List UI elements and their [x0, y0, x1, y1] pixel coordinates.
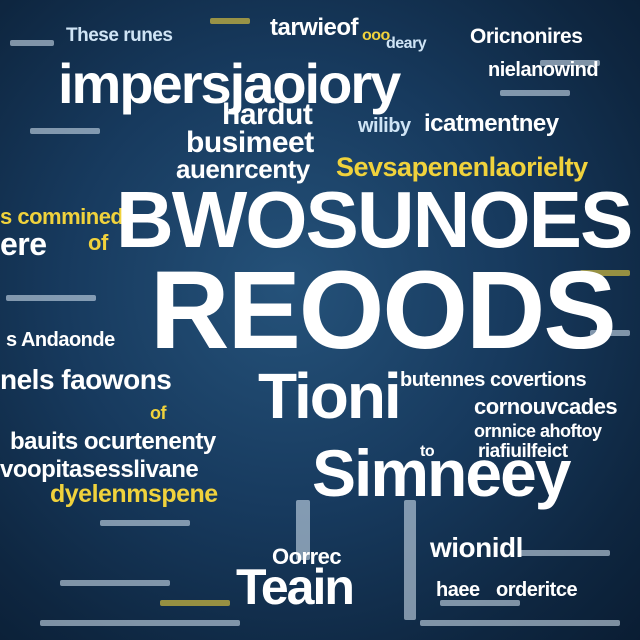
cloud-word: hardut: [222, 98, 313, 131]
cloud-word: ornnice ahoftoy: [474, 421, 602, 441]
cloud-word: wiliby: [358, 115, 411, 137]
cloud-word: orderitce: [496, 579, 578, 601]
filler-mark: [404, 500, 416, 620]
cloud-word: of: [150, 403, 167, 423]
cloud-word: haee: [436, 579, 480, 601]
cloud-word: nels faowons: [0, 364, 172, 395]
cloud-word: tarwieof: [270, 14, 359, 41]
cloud-word: s Andaonde: [6, 329, 115, 351]
filler-mark: [210, 18, 250, 24]
filler-mark: [420, 620, 620, 626]
filler-mark: [500, 90, 570, 96]
cloud-word: wionidl: [430, 532, 523, 563]
cloud-word: bauits ocurtenenty: [10, 428, 216, 455]
cloud-word: s commined: [0, 204, 124, 229]
filler-mark: [100, 520, 190, 526]
cloud-word: impersjaoiory: [58, 52, 401, 115]
filler-mark: [296, 500, 310, 560]
cloud-word: Sevsapenenlaorielty: [336, 152, 588, 182]
cloud-word: dyelenmspene: [50, 480, 218, 508]
cloud-word: ooo: [362, 27, 390, 44]
cloud-word: These runes: [66, 25, 173, 46]
filler-mark: [440, 600, 520, 606]
filler-mark: [580, 270, 630, 276]
cloud-word: Oorrec: [272, 544, 342, 569]
filler-mark: [540, 60, 600, 66]
cloud-word: voopitasesslivane: [0, 456, 199, 483]
cloud-word: ere: [0, 226, 47, 262]
filler-mark: [160, 600, 230, 606]
filler-mark: [30, 128, 100, 134]
cloud-word: butennes covertions: [400, 369, 587, 391]
filler-mark: [10, 40, 54, 46]
filler-mark: [40, 620, 240, 626]
cloud-word: nielanowind: [488, 59, 599, 81]
cloud-word: BWOSUNOES: [116, 175, 633, 264]
filler-mark: [590, 330, 630, 336]
cloud-word: REOODS: [150, 249, 617, 372]
cloud-word: Simneey: [312, 436, 571, 510]
cloud-word: busimeet: [186, 126, 314, 159]
cloud-word: icatmentney: [424, 110, 559, 137]
filler-mark: [520, 550, 610, 556]
cloud-word: riafiuilfeict: [478, 441, 568, 462]
cloud-word: Oricnonires: [470, 25, 583, 48]
filler-mark: [6, 295, 96, 301]
cloud-word: Tioni: [258, 360, 402, 432]
cloud-word: Teain: [236, 559, 355, 615]
cloud-word: cornouvcades: [474, 394, 618, 419]
cloud-word: deary: [386, 35, 427, 52]
cloud-word: to: [420, 443, 435, 460]
filler-mark: [60, 580, 170, 586]
cloud-word: auenrcenty: [176, 154, 310, 184]
cloud-word: of: [88, 230, 108, 255]
